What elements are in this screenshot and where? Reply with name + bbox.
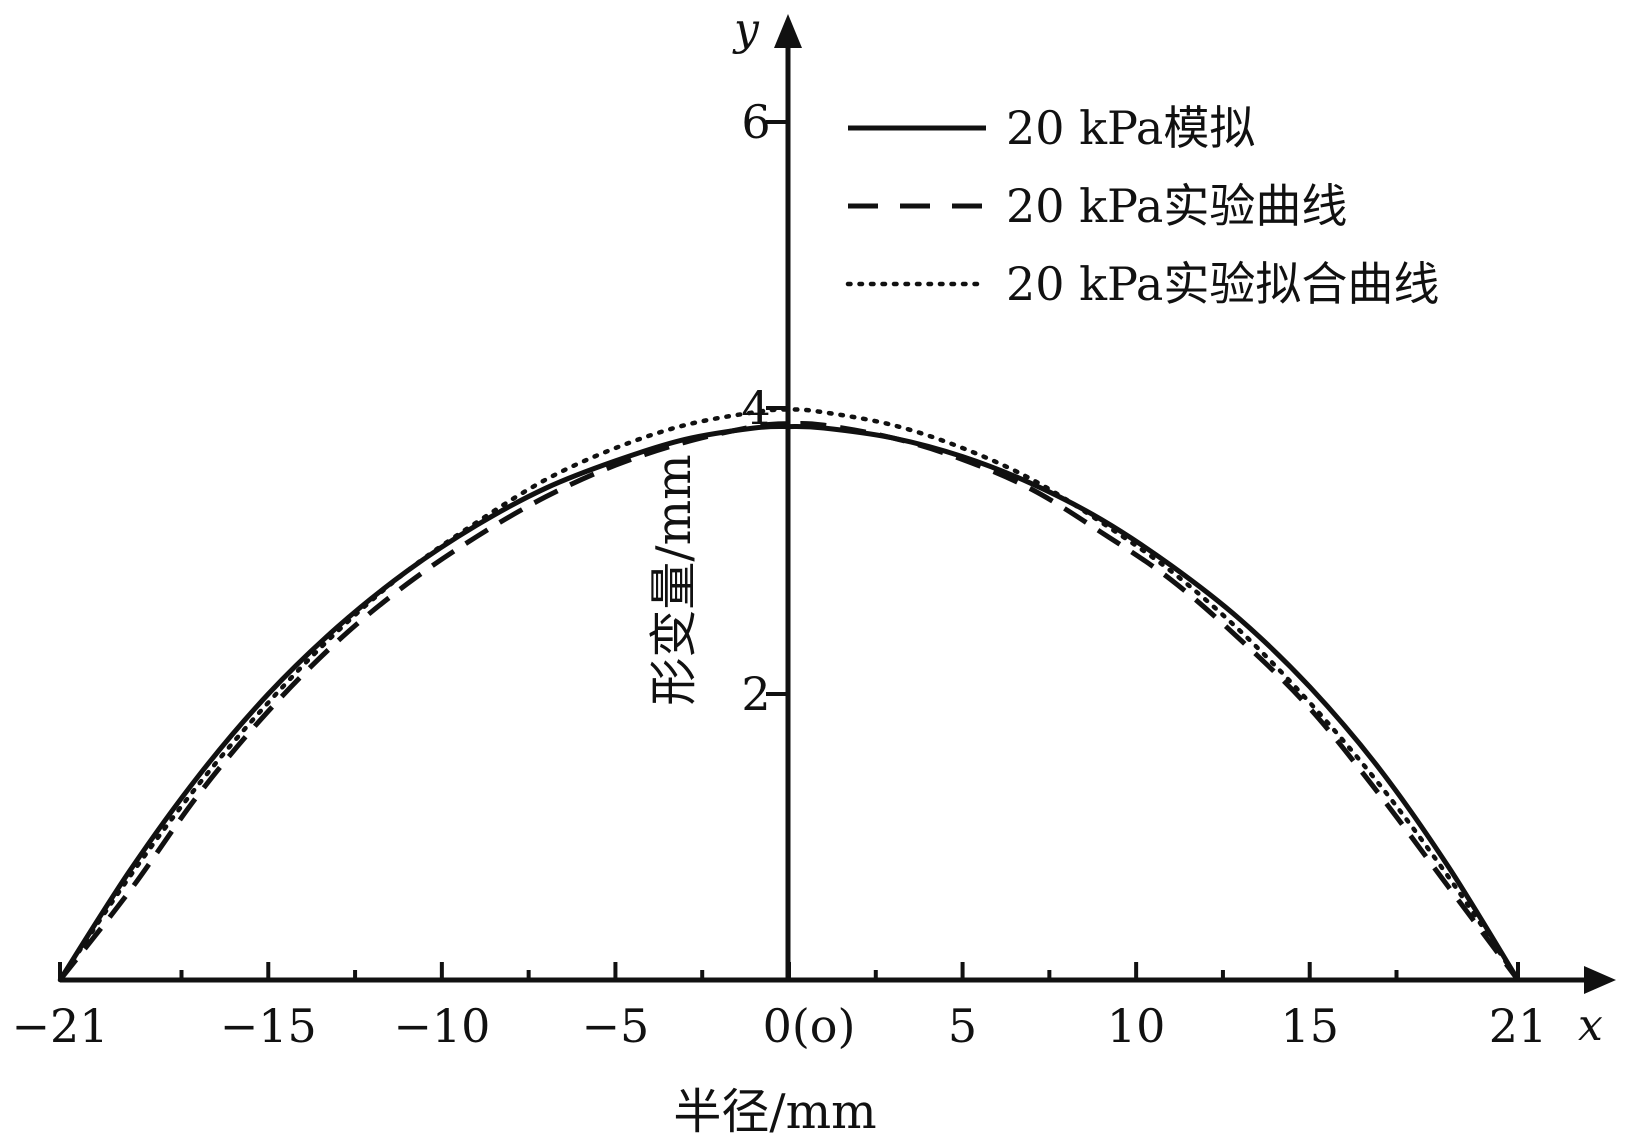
y-tick-label: 6 [741,95,770,149]
x-tick-label: −5 [582,999,650,1053]
y-axis-title: 形变量/mm [646,454,702,705]
x-tick-label: 0(o) [763,999,856,1053]
series-line-2 [58,420,1521,982]
y-axis-arrow-icon [774,14,802,48]
x-minor-ticks [179,970,1399,980]
y-tick-label: 2 [741,667,770,721]
x-tick-label: −15 [220,999,317,1053]
legend: 20 kPa模拟 20 kPa实验曲线 20 kPa实验拟合曲线 [845,101,1439,311]
x-tick-label: 10 [1107,999,1166,1053]
y-axis-letter: y [732,4,760,55]
axes [60,14,1616,994]
x-ticks: −21 −15 −10 −5 0(o) 5 10 15 21 [11,962,1547,1053]
x-tick-label: 15 [1280,999,1339,1053]
legend-label-3: 20 kPa实验拟合曲线 [1006,257,1439,311]
x-axis-arrow-icon [1584,966,1616,994]
y-tick-label: 4 [741,381,770,435]
x-tick-label: −21 [11,999,108,1053]
x-axis-letter: x [1578,1000,1603,1051]
x-tick-label: −10 [393,999,490,1053]
x-tick-label: 5 [948,999,977,1053]
legend-label-2: 20 kPa实验曲线 [1006,179,1347,233]
legend-label-1: 20 kPa模拟 [1006,101,1255,155]
x-tick-label: 21 [1489,999,1548,1053]
x-axis-title: 半径/mm [673,1084,876,1140]
y-ticks: 2 4 6 [741,95,788,721]
